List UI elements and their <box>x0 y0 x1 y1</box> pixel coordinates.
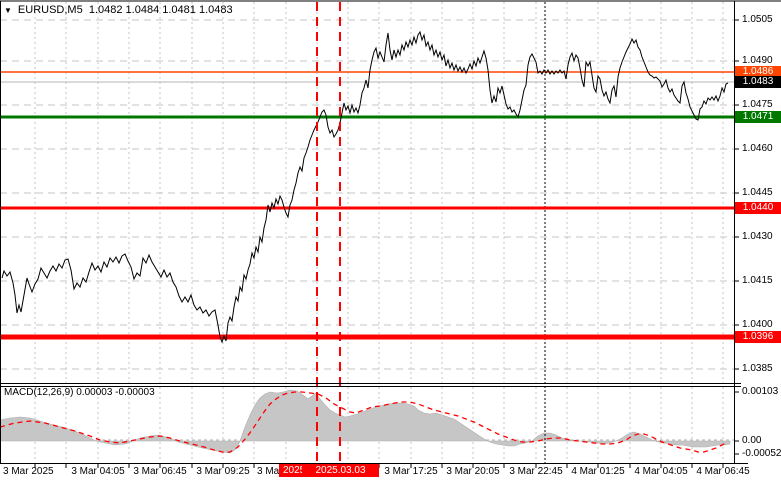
price-tick-label: 1.0400 <box>742 319 773 330</box>
price-line <box>1 30 729 344</box>
time-tick-label: 3 Mar 22:45 <box>509 466 563 477</box>
price-tick-label: 1.0490 <box>742 55 773 66</box>
price-level-badge-1.0440: 1.0440 <box>735 202 781 214</box>
price-tick-label: 1.0415 <box>742 275 773 286</box>
time-tick-label: 3 Mar 20:05 <box>446 466 500 477</box>
time-tick-label: 3 Mar 06:45 <box>133 466 187 477</box>
time-tick-label: 3 Mar 2025 <box>3 466 54 477</box>
chart-legend: ▼ EURUSD,M5 1.0482 1.0484 1.0481 1.0483 <box>4 4 233 16</box>
macd-histogram-area <box>0 389 731 454</box>
price-tick-label: 1.0460 <box>742 143 773 154</box>
symbol-quote-title: EURUSD,M5 1.0482 1.0484 1.0481 1.0483 <box>17 4 233 16</box>
macd-tick-label: -0.00052 <box>742 448 781 459</box>
price-tick-label: 1.0475 <box>742 99 773 110</box>
macd-tick-label: 0.00 <box>742 435 762 446</box>
price-tick-label: 1.0430 <box>742 231 773 242</box>
price-tick-label: 1.0505 <box>742 14 773 25</box>
macd-indicator-legend: MACD(12,26,9) 0.00003 -0.00003 <box>4 387 155 398</box>
price-tick-label: 1.0385 <box>742 363 773 374</box>
price-level-badge-1.0471: 1.0471 <box>735 111 781 123</box>
price-level-badge-1.0483: 1.0483 <box>735 76 781 88</box>
time-tick-label: 3 Mar 09:25 <box>196 466 250 477</box>
macd-tick-label: 0.00103 <box>742 386 779 397</box>
price-level-badge-1.0396: 1.0396 <box>735 331 781 343</box>
time-tick-label: 4 Mar 04:05 <box>634 466 688 477</box>
price-level-badge-1.0486: 1.0486 <box>735 66 781 78</box>
time-tick-label: 3 Ma <box>257 466 280 477</box>
symbol-dropdown-icon[interactable]: ▼ <box>4 5 12 15</box>
price-tick-label: 1.0445 <box>742 187 773 198</box>
time-tick-label: 3 Mar 04:05 <box>71 466 125 477</box>
time-tick-label: 4 Mar 06:45 <box>696 466 750 477</box>
macd-signal-line <box>0 391 728 453</box>
time-tick-label: 3 Mar 17:25 <box>384 466 438 477</box>
time-tick-label: 4 Mar 01:25 <box>571 466 625 477</box>
vline-date-badge-2: 2025.03.03 15:25 <box>302 464 379 477</box>
